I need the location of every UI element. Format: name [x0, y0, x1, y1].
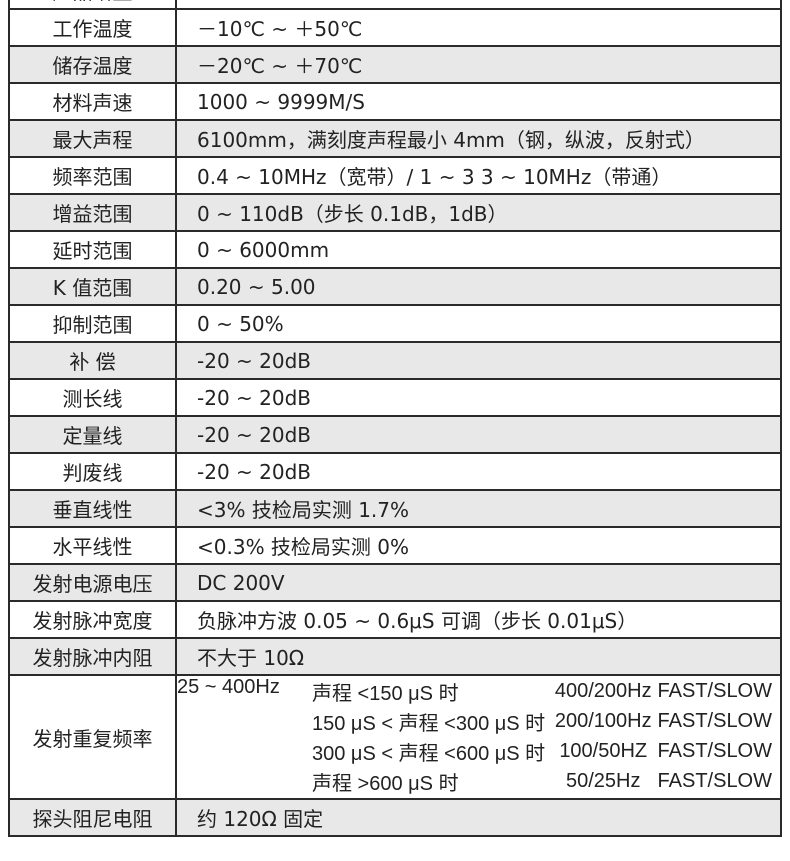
- spec-label: 最大声程: [8, 119, 177, 158]
- sub-row: 声程 >600 μS 时 50/25Hz FAST/SLOW: [177, 766, 780, 796]
- spec-label: 延时范围: [8, 230, 177, 269]
- spec-value: <0.3% 技检局实测 0%: [175, 526, 782, 565]
- table-row: 抑制范围 0 ~ 50%: [8, 304, 782, 343]
- spec-label: 产品增益: [8, 0, 177, 10]
- spec-value: 0.20 ~ 5.00: [175, 267, 782, 306]
- spec-value: <3% 技检局实测 1.7%: [175, 489, 782, 528]
- spec-value: 负脉冲方波 0.05 ~ 0.6μS 可调（步长 0.01μS）: [175, 600, 782, 639]
- spec-value: 0.4 ~ 10MHz（宽带）/ 1 ~ 3 3 ~ 10MHz（带通）: [175, 156, 782, 195]
- table-row: 垂直线性 <3% 技检局实测 1.7%: [8, 489, 782, 528]
- table-row: 材料声速 1000 ~ 9999M/S: [8, 82, 782, 121]
- table-row: 最大声程 6100mm，满刻度声程最小 4mm（钢，纵波，反射式）: [8, 119, 782, 158]
- spec-value: -20 ~ 20dB: [175, 378, 782, 417]
- spec-label: 探头阻尼电阻: [8, 798, 177, 837]
- spec-value: 0 ~ 20dB: [175, 0, 782, 10]
- table-row: 判废线 -20 ~ 20dB: [8, 452, 782, 491]
- spec-label: 补 偿: [8, 341, 177, 380]
- spec-label: 材料声速: [8, 82, 177, 121]
- repeat-range: 25 ~ 400Hz: [177, 676, 280, 698]
- spec-value: －20℃ ~ ＋70℃: [175, 45, 782, 84]
- spec-value: 0 ~ 50%: [175, 304, 782, 343]
- table-row: 定量线 -20 ~ 20dB: [8, 415, 782, 454]
- spec-value: 约 120Ω 固定: [175, 798, 782, 837]
- spec-label: 工作温度: [8, 8, 177, 47]
- spec-value: 不大于 10Ω: [175, 637, 782, 676]
- condition: 300 μS < 声程 <600 μS 时: [312, 742, 546, 765]
- spec-value: -20 ~ 20dB: [175, 452, 782, 491]
- table-row: 探头阻尼电阻约 120Ω 固定: [8, 798, 782, 837]
- sub-row: 300 μS < 声程 <600 μS 时 100/50HZ FAST/SLOW: [177, 736, 780, 766]
- sub-row: 25 ~ 400Hz 声程 <150 μS 时 400/200Hz FAST/SLOW: [177, 676, 780, 706]
- spec-value: -20 ~ 20dB: [175, 341, 782, 380]
- table-row: 工作温度 －10℃ ~ ＋50℃: [8, 8, 782, 47]
- table-row: 发射脉冲宽度 负脉冲方波 0.05 ~ 0.6μS 可调（步长 0.01μS）: [8, 600, 782, 639]
- spec-value: -20 ~ 20dB: [175, 415, 782, 454]
- spec-label: 抑制范围: [8, 304, 177, 343]
- spec-value: DC 200V: [175, 563, 782, 602]
- table-row: 增益范围 0 ~ 110dB（步长 0.1dB，1dB）: [8, 193, 782, 232]
- mode: FAST/SLOW: [657, 739, 772, 762]
- condition: 声程 >600 μS 时: [312, 772, 459, 795]
- table-row: K 值范围 0.20 ~ 5.00: [8, 267, 782, 306]
- table-row: 频率范围 0.4 ~ 10MHz（宽带）/ 1 ~ 3 3 ~ 10MHz（带通）: [8, 156, 782, 195]
- mode: FAST/SLOW: [657, 709, 772, 732]
- spec-label: 储存温度: [8, 45, 177, 84]
- mode: FAST/SLOW: [657, 679, 772, 702]
- table-row-repeat-frequency: 发射重复频率 25 ~ 400Hz 声程 <150 μS 时 400/200Hz FAS…: [8, 674, 782, 800]
- frequency: 50/25Hz: [565, 769, 641, 792]
- spec-label: 增益范围: [8, 193, 177, 232]
- spec-label: 垂直线性: [8, 489, 177, 528]
- spec-value: 0 ~ 6000mm: [175, 230, 782, 269]
- condition: 声程 <150 μS 时: [312, 682, 459, 705]
- table-row: 发射电源电压 DC 200V: [8, 563, 782, 602]
- spec-label: 判废线: [8, 452, 177, 491]
- frequency: 200/100Hz: [554, 709, 652, 732]
- mode: FAST/SLOW: [657, 769, 772, 792]
- table-row: 测长线 -20 ~ 20dB: [8, 378, 782, 417]
- spec-label: 测长线: [8, 378, 177, 417]
- table-row: 产品增益0 ~ 20dB: [8, 0, 782, 10]
- table-row: 储存温度 －20℃ ~ ＋70℃: [8, 45, 782, 84]
- spec-label: 发射重复频率: [8, 674, 177, 800]
- spec-value: 0 ~ 110dB（步长 0.1dB，1dB）: [175, 193, 782, 232]
- spec-value: 6100mm，满刻度声程最小 4mm（钢，纵波，反射式）: [175, 119, 782, 158]
- condition: 150 μS < 声程 <300 μS 时: [312, 712, 546, 735]
- table-row: 发射脉冲内阻 不大于 10Ω: [8, 637, 782, 676]
- table-row: 水平线性 <0.3% 技检局实测 0%: [8, 526, 782, 565]
- table-row: 补 偿 -20 ~ 20dB: [8, 341, 782, 380]
- spec-value: －10℃ ~ ＋50℃: [175, 8, 782, 47]
- spec-label: 水平线性: [8, 526, 177, 565]
- table-row: 延时范围 0 ~ 6000mm: [8, 230, 782, 269]
- spec-label: K 值范围: [8, 267, 177, 306]
- repeat-frequency-subtable: 25 ~ 400Hz 声程 <150 μS 时 400/200Hz FAST/SLOW…: [177, 676, 780, 796]
- spec-label: 发射脉冲宽度: [8, 600, 177, 639]
- spec-label: 定量线: [8, 415, 177, 454]
- spec-label: 发射脉冲内阻: [8, 637, 177, 676]
- spec-label: 发射电源电压: [8, 563, 177, 602]
- sub-row: 150 μS < 声程 <300 μS 时 200/100Hz FAST/SLOW: [177, 706, 780, 736]
- frequency: 400/200Hz: [554, 679, 652, 702]
- spec-label: 频率范围: [8, 156, 177, 195]
- frequency: 100/50HZ: [559, 739, 648, 762]
- spec-value: 1000 ~ 9999M/S: [175, 82, 782, 121]
